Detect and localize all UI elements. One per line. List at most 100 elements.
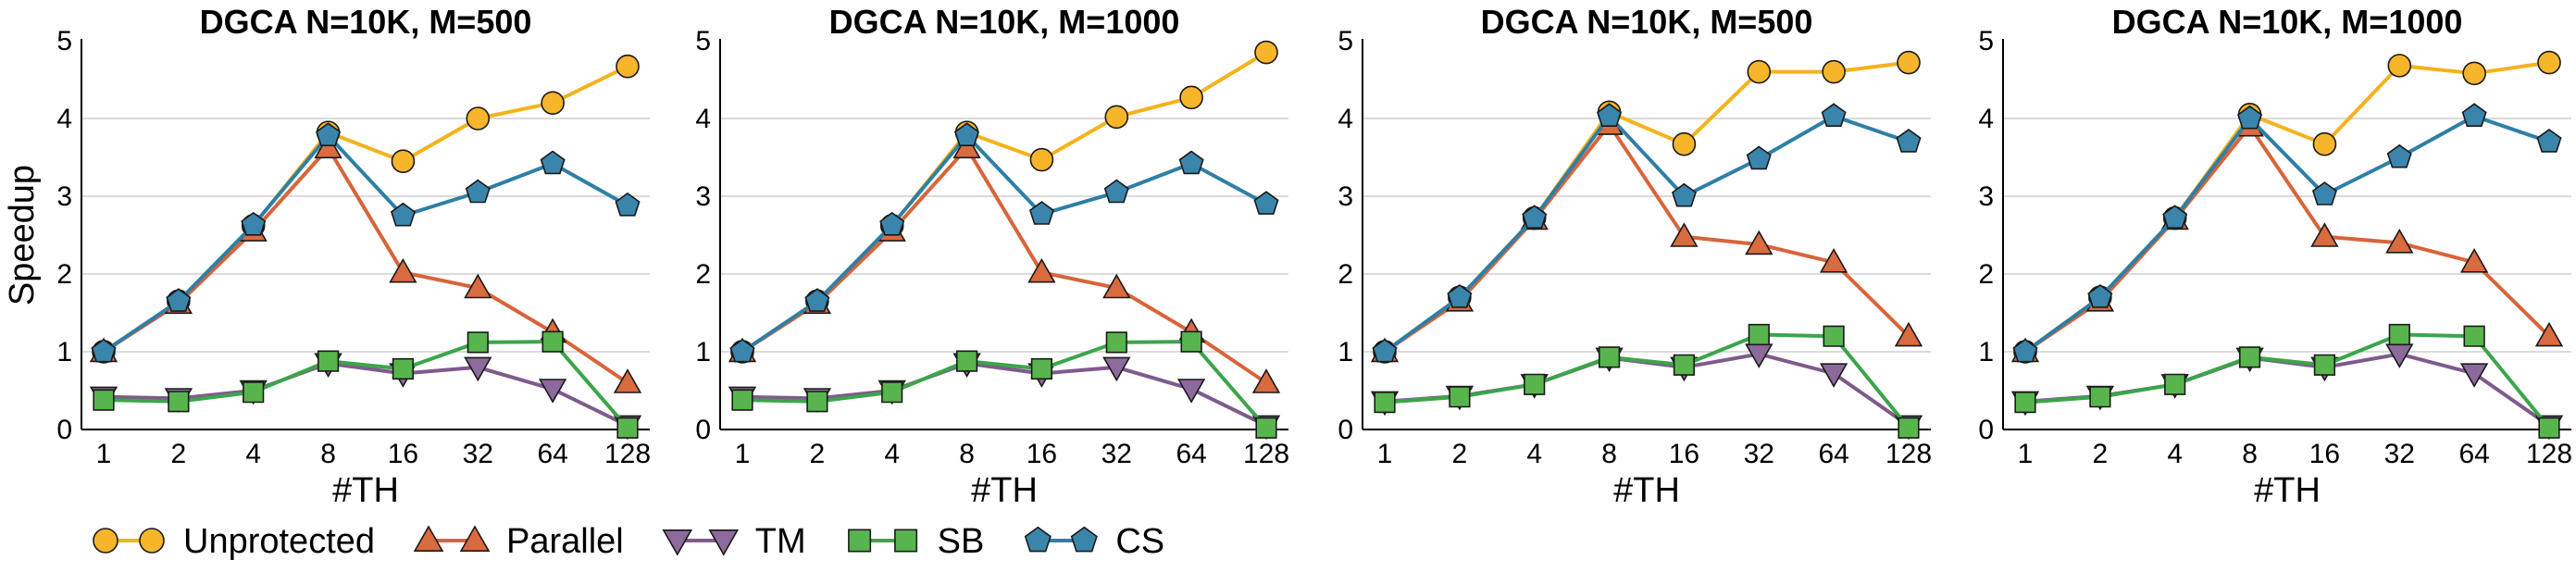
- x-tick-label: 1: [735, 439, 751, 469]
- data-point-sb: [2463, 325, 2485, 347]
- data-point-parallel: [1819, 247, 1848, 273]
- x-tick-label: 8: [320, 439, 336, 469]
- data-point-cs: [2012, 338, 2038, 363]
- data-point-unprotected: [1029, 147, 1054, 172]
- data-point-cs: [540, 150, 566, 175]
- data-point-sb: [956, 350, 978, 372]
- x-tick-label: 128: [1243, 439, 1289, 469]
- legend-label: Parallel: [506, 522, 624, 561]
- data-point-tm: [1819, 363, 1848, 388]
- data-point-cs: [2386, 143, 2412, 168]
- y-tick-label: 4: [1978, 104, 1994, 134]
- data-point-unprotected: [391, 149, 416, 173]
- data-point-sb: [168, 391, 190, 413]
- legend-marker-tm: [708, 529, 740, 556]
- x-tick-label: 16: [1669, 439, 1699, 469]
- y-tick-label: 2: [695, 259, 711, 290]
- data-point-sb: [1524, 373, 1546, 395]
- data-point-sb: [1030, 357, 1052, 380]
- data-point-cs: [2087, 284, 2113, 308]
- data-point-cs: [241, 211, 267, 236]
- y-tick-label: 4: [695, 104, 711, 134]
- data-point-cs: [1103, 179, 1129, 204]
- y-axis-label: Speedup: [3, 165, 42, 305]
- data-point-sb: [1374, 391, 1396, 414]
- data-point-parallel: [2385, 228, 2414, 254]
- series-line-tm: [741, 361, 1267, 428]
- data-point-parallel: [314, 133, 342, 159]
- data-point-sb: [731, 389, 753, 411]
- y-tick-label: 4: [1338, 104, 1353, 134]
- data-point-tm: [464, 356, 492, 382]
- legend-label: CS: [1115, 522, 1164, 561]
- data-point-sb: [317, 350, 340, 372]
- legend-marker-parallel: [413, 525, 444, 553]
- data-point-cs: [1896, 129, 1922, 153]
- x-tick-label: 16: [1027, 439, 1057, 469]
- series-parallel: [2010, 111, 2564, 363]
- series-line-sb: [103, 340, 629, 429]
- series-line-cs: [740, 133, 1267, 354]
- data-point-sb: [1105, 331, 1127, 354]
- series-cs: [729, 122, 1279, 363]
- series-line-sb: [2024, 332, 2551, 429]
- data-point-sb: [2089, 386, 2111, 408]
- data-point-unprotected: [616, 54, 640, 79]
- series-sb: [2014, 323, 2560, 439]
- data-point-sb: [1255, 417, 1277, 439]
- y-tick-label: 0: [1978, 415, 1994, 445]
- data-point-cs: [1522, 205, 1548, 229]
- legend-entry-cs: CS: [1024, 522, 1164, 561]
- y-tick-label: 3: [1338, 181, 1353, 212]
- data-point-sb: [1823, 325, 1845, 347]
- x-tick-label: 32: [1101, 439, 1132, 469]
- data-point-tm: [1102, 356, 1131, 382]
- legend-label: SB: [938, 522, 985, 561]
- data-point-unprotected: [1747, 59, 1772, 84]
- data-point-parallel: [2534, 321, 2564, 347]
- data-point-cs: [1746, 145, 1772, 170]
- data-point-cs: [390, 202, 416, 227]
- legend-entry-unprotected: Unprotected: [93, 522, 375, 561]
- x-tick-label: 64: [537, 439, 567, 469]
- x-tick-label: 16: [2309, 439, 2340, 469]
- series-cs: [91, 122, 641, 363]
- legend-marker-sb: [848, 529, 872, 553]
- y-tick-label: 2: [1978, 259, 1994, 290]
- x-tick-label: 2: [810, 439, 826, 469]
- legend-entry-sb: SB: [848, 522, 985, 561]
- data-point-parallel: [389, 257, 417, 283]
- legend-marker-cs: [1024, 526, 1052, 553]
- series-sb: [731, 330, 1277, 439]
- series-unprotected: [2013, 50, 2561, 364]
- series-sb: [1374, 323, 1920, 439]
- data-point-sb: [2538, 417, 2560, 439]
- data-point-unprotected: [1104, 105, 1129, 130]
- y-tick-label: 4: [56, 104, 72, 134]
- series-line-cs: [2023, 114, 2550, 354]
- x-tick-label: 4: [245, 439, 261, 469]
- chart-title: DGCA N=10K, M=1000: [2112, 3, 2463, 41]
- x-tick-label: 128: [1885, 439, 1932, 469]
- data-point-unprotected: [1179, 85, 1203, 110]
- series-unprotected: [1373, 50, 1921, 364]
- legend-label: Unprotected: [183, 522, 375, 561]
- data-point-cs: [879, 211, 905, 236]
- data-point-sb: [881, 381, 903, 404]
- x-tick-label: 32: [463, 439, 493, 469]
- chart-title: DGCA N=10K, M=500: [200, 3, 532, 41]
- data-point-sb: [2239, 346, 2261, 368]
- data-point-cs: [615, 192, 641, 217]
- series-sb: [93, 330, 639, 439]
- x-axis-label: #TH: [2254, 471, 2321, 510]
- legend-marker-unprotected: [93, 528, 118, 554]
- x-tick-label: 8: [959, 439, 975, 469]
- x-tick-label: 1: [2018, 439, 2034, 469]
- data-point-parallel: [2310, 222, 2339, 247]
- data-point-cs: [465, 179, 491, 204]
- data-point-unprotected: [1672, 131, 1697, 156]
